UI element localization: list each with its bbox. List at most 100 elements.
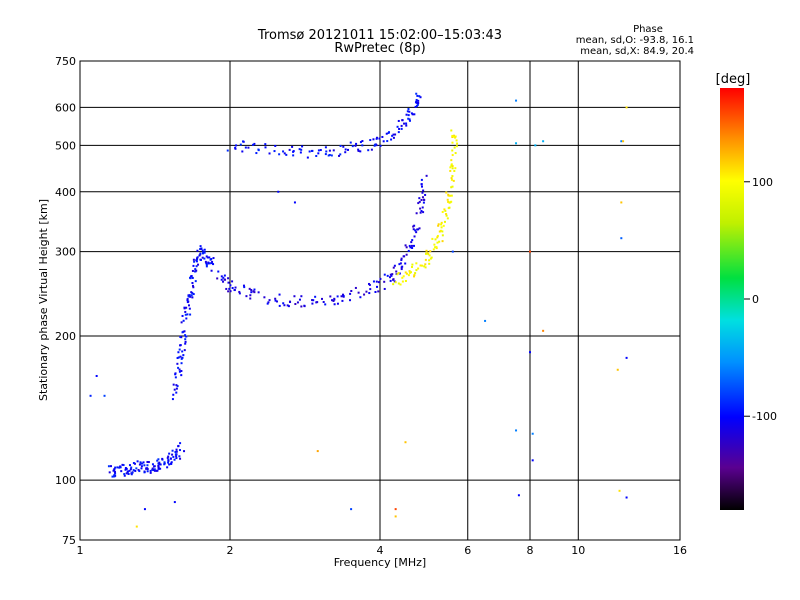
data-point (143, 464, 146, 467)
data-point (190, 291, 193, 294)
data-point (416, 103, 419, 106)
data-point (398, 263, 401, 266)
data-point (397, 282, 400, 285)
data-point (406, 110, 409, 113)
data-point (452, 179, 455, 182)
data-point (453, 169, 456, 172)
data-point (445, 214, 448, 217)
data-point (433, 243, 436, 246)
data-point (231, 287, 234, 290)
data-point (415, 100, 418, 103)
data-point (413, 113, 416, 116)
data-point (369, 288, 372, 291)
data-point (450, 159, 453, 162)
data-point (191, 284, 194, 287)
data-point (372, 280, 375, 283)
y-tick-label: 600 (55, 101, 76, 114)
data-point (421, 196, 424, 199)
data-point (389, 273, 392, 276)
data-point (116, 466, 119, 469)
data-point (149, 471, 152, 474)
data-point (428, 254, 431, 257)
data-point (405, 272, 408, 275)
data-point (131, 471, 134, 474)
data-point (418, 95, 421, 98)
y-tick-label: 100 (55, 474, 76, 487)
data-point (341, 299, 344, 302)
data-point (173, 458, 176, 461)
data-point (171, 449, 174, 452)
data-point (103, 394, 106, 397)
data-point (95, 374, 98, 377)
data-point (234, 147, 237, 150)
data-point (184, 340, 187, 343)
data-point (361, 140, 364, 143)
data-point (229, 284, 232, 287)
data-point (436, 241, 439, 244)
data-point (182, 354, 185, 357)
data-point (199, 258, 202, 261)
data-point (620, 140, 623, 143)
data-point (390, 274, 393, 277)
data-point (186, 299, 189, 302)
data-point (397, 131, 400, 134)
data-point (398, 127, 401, 130)
data-point (292, 150, 295, 153)
data-point (390, 138, 393, 141)
data-point (339, 153, 342, 156)
data-point (620, 237, 623, 240)
data-point (447, 200, 450, 203)
data-point (124, 468, 127, 471)
data-point (128, 464, 131, 467)
data-point (407, 108, 410, 111)
data-point (274, 297, 277, 300)
data-point (625, 496, 628, 499)
y-tick-label: 400 (55, 186, 76, 199)
data-point (324, 153, 327, 156)
data-point (376, 285, 379, 288)
data-point (291, 145, 294, 148)
data-point (342, 294, 345, 297)
data-point (455, 145, 458, 148)
data-point (234, 286, 237, 289)
data-point (453, 146, 456, 149)
data-point (227, 277, 230, 280)
data-point (344, 151, 347, 154)
data-point (227, 290, 230, 293)
data-point (367, 282, 370, 285)
data-point (423, 265, 426, 268)
data-point (422, 211, 425, 214)
plot-frame (79, 60, 681, 541)
data-point (287, 305, 290, 308)
data-point (392, 283, 395, 286)
data-point (196, 249, 199, 252)
data-point (450, 129, 453, 132)
data-point (330, 154, 333, 157)
data-point (220, 275, 223, 278)
data-point (336, 295, 339, 298)
plot-grid (80, 61, 680, 540)
data-point (109, 465, 112, 468)
data-point (288, 300, 291, 303)
data-point (434, 246, 437, 249)
data-point (179, 335, 182, 338)
data-point (377, 281, 380, 284)
data-point (391, 273, 394, 276)
data-point (185, 306, 188, 309)
data-point (408, 271, 411, 274)
data-point (132, 469, 135, 472)
data-point (423, 198, 426, 201)
data-point (368, 292, 371, 295)
data-point (188, 294, 191, 297)
y-axis: 75 100 200 300 400 500 600 750 (55, 55, 76, 547)
data-point (170, 461, 173, 464)
data-point (174, 453, 177, 456)
data-point (182, 319, 185, 322)
data-point (379, 277, 382, 280)
data-point (542, 329, 545, 332)
data-point (298, 298, 301, 301)
data-point (163, 461, 166, 464)
data-point (133, 462, 136, 465)
data-point (147, 461, 150, 464)
data-point (328, 153, 331, 156)
